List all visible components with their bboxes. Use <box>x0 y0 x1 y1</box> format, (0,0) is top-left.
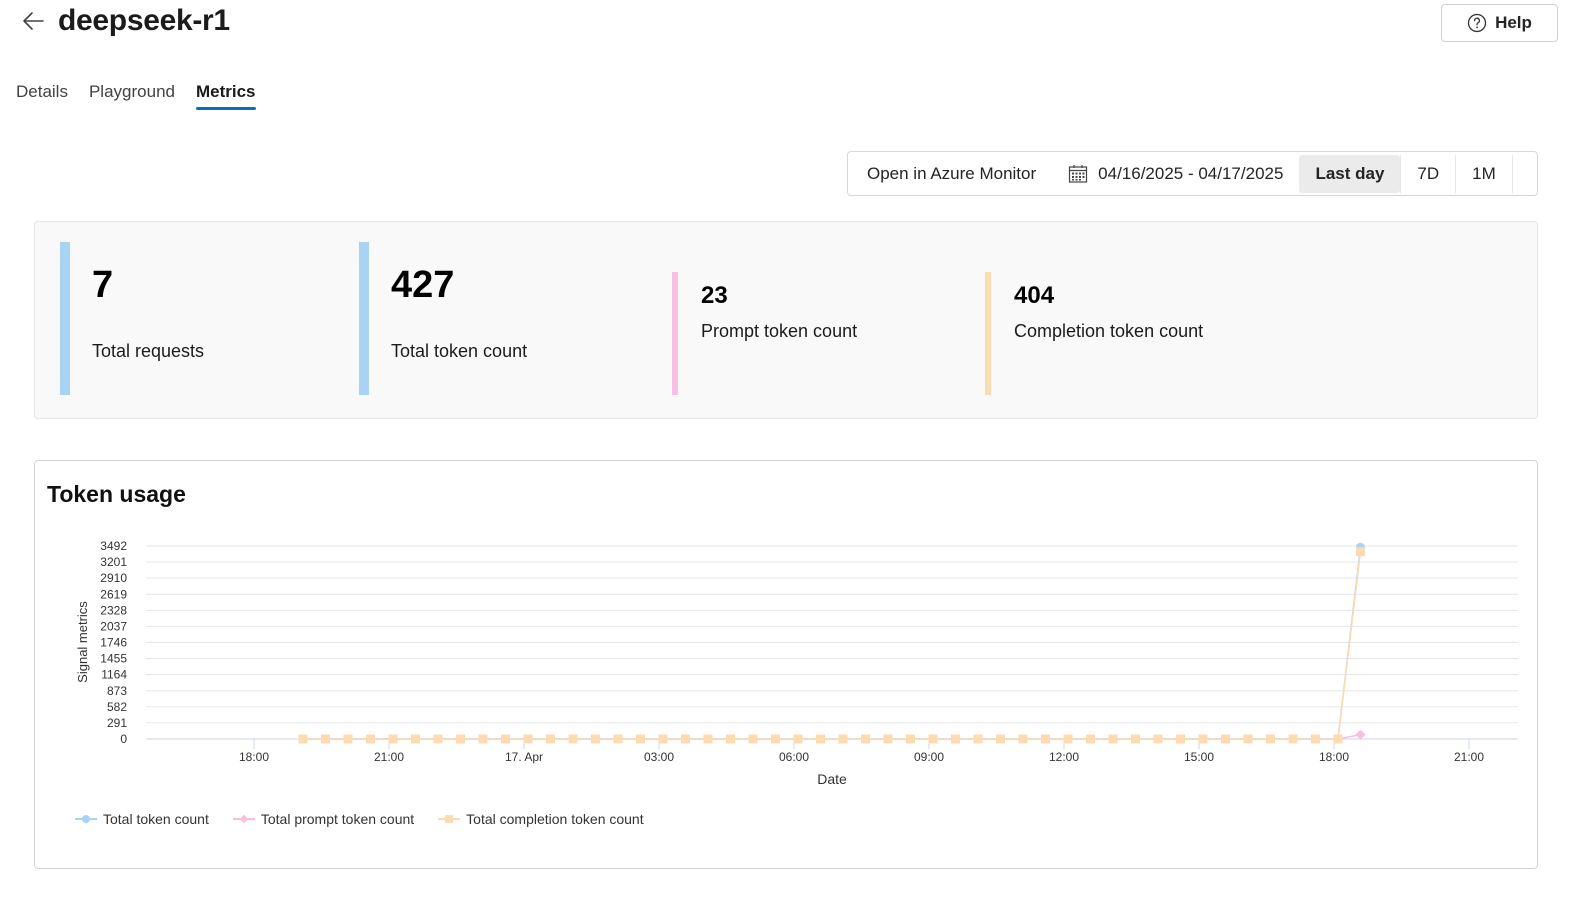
open-azure-monitor-button[interactable]: Open in Azure Monitor <box>867 163 1037 183</box>
svg-text:3201: 3201 <box>100 555 127 569</box>
svg-text:Signal metrics: Signal metrics <box>75 601 90 683</box>
range-7d-button[interactable]: 7D <box>1417 163 1440 183</box>
back-button[interactable] <box>20 6 46 36</box>
svg-text:2910: 2910 <box>100 571 127 585</box>
svg-text:0: 0 <box>120 732 127 746</box>
arrow-left-icon <box>23 12 44 30</box>
divider <box>1455 154 1457 193</box>
svg-text:2328: 2328 <box>100 603 127 617</box>
square-marker-icon <box>438 815 461 823</box>
help-button[interactable]: Help <box>1441 4 1558 42</box>
stat-value: 404 <box>1014 282 1055 309</box>
svg-text:15:00: 15:00 <box>1184 750 1214 764</box>
svg-text:21:00: 21:00 <box>1454 750 1484 764</box>
svg-text:Date: Date <box>817 771 847 787</box>
svg-text:1164: 1164 <box>101 668 127 682</box>
token-usage-chart[interactable]: 0 291 582 873 1164 1455 1746 2037 2328 2619 2910 32… <box>35 461 1539 870</box>
chart-title: Token usage <box>47 481 186 507</box>
tab-details[interactable]: Details <box>16 82 68 101</box>
date-range-value: 04/16/2025 - 04/17/2025 <box>1098 163 1284 183</box>
page-header: deepseek-r1 <box>20 4 230 38</box>
stat-completion-token-count: 404 Completion token count <box>985 272 1285 395</box>
help-label: Help <box>1495 13 1532 32</box>
stat-accent-bar <box>359 242 369 395</box>
range-1m-button[interactable]: 1M <box>1472 163 1496 183</box>
svg-text:21:00: 21:00 <box>374 750 404 764</box>
stat-value: 427 <box>391 264 455 306</box>
stat-value: 23 <box>701 282 728 309</box>
svg-text:06:00: 06:00 <box>779 750 809 764</box>
svg-text:09:00: 09:00 <box>914 750 944 764</box>
legend-label: Total token count <box>103 811 209 827</box>
stat-value: 7 <box>92 264 114 306</box>
svg-text:2619: 2619 <box>100 587 127 601</box>
legend-label: Total prompt token count <box>260 811 415 827</box>
stat-label: Total requests <box>92 341 205 361</box>
legend-total-token-count[interactable]: Total token count <box>75 811 209 827</box>
diamond-marker-icon <box>232 814 255 824</box>
tab-metrics[interactable]: Metrics <box>195 80 256 110</box>
stat-label: Completion token count <box>1014 321 1204 341</box>
svg-text:18:00: 18:00 <box>1319 750 1349 764</box>
svg-text:18:00: 18:00 <box>239 750 269 764</box>
stat-total-requests: 7 Total requests <box>60 242 340 395</box>
chart-legend: Total token count Total prompt token cou… <box>75 811 644 827</box>
divider <box>1511 154 1513 193</box>
question-circle-icon <box>1467 13 1487 33</box>
range-last-day-button[interactable]: Last day <box>1299 154 1401 193</box>
legend-total-prompt-token-count[interactable]: Total prompt token count <box>232 811 415 827</box>
calendar-icon <box>1069 164 1088 183</box>
stat-label: Total token count <box>391 341 528 361</box>
svg-text:12:00: 12:00 <box>1049 750 1079 764</box>
svg-text:03:00: 03:00 <box>644 750 674 764</box>
stat-total-token-count: 427 Total token count <box>359 242 639 395</box>
tab-playground[interactable]: Playground <box>88 82 175 101</box>
stat-accent-bar <box>672 272 678 395</box>
stat-accent-bar <box>985 272 991 395</box>
svg-text:3492: 3492 <box>100 539 127 553</box>
legend-label: Total completion token count <box>466 811 644 827</box>
page-title: deepseek-r1 <box>58 4 230 37</box>
svg-text:2037: 2037 <box>100 619 127 633</box>
svg-text:1455: 1455 <box>100 652 127 666</box>
svg-text:17. Apr: 17. Apr <box>505 750 543 764</box>
svg-text:1746: 1746 <box>100 636 127 650</box>
circle-marker-icon <box>75 815 97 823</box>
tab-list: Details Playground Metrics <box>16 80 277 110</box>
token-usage-card: Token usage 0 291 582 873 1164 1455 1746 2037 23… <box>34 460 1538 869</box>
stat-prompt-token-count: 23 Prompt token count <box>672 272 952 395</box>
stat-label: Prompt token count <box>701 321 858 341</box>
metrics-summary: 7 Total requests 427 Total token count 2… <box>34 221 1538 419</box>
date-range-picker[interactable]: 04/16/2025 - 04/17/2025 <box>1052 155 1299 193</box>
metrics-toolbar: Open in Azure Monitor 04/16/2025 - 04/17… <box>847 151 1538 196</box>
svg-text:291: 291 <box>107 716 127 730</box>
divider <box>1400 154 1402 193</box>
svg-text:582: 582 <box>107 700 127 714</box>
legend-total-completion-token-count[interactable]: Total completion token count <box>438 811 644 827</box>
stat-accent-bar <box>60 242 70 395</box>
svg-text:873: 873 <box>107 684 127 698</box>
